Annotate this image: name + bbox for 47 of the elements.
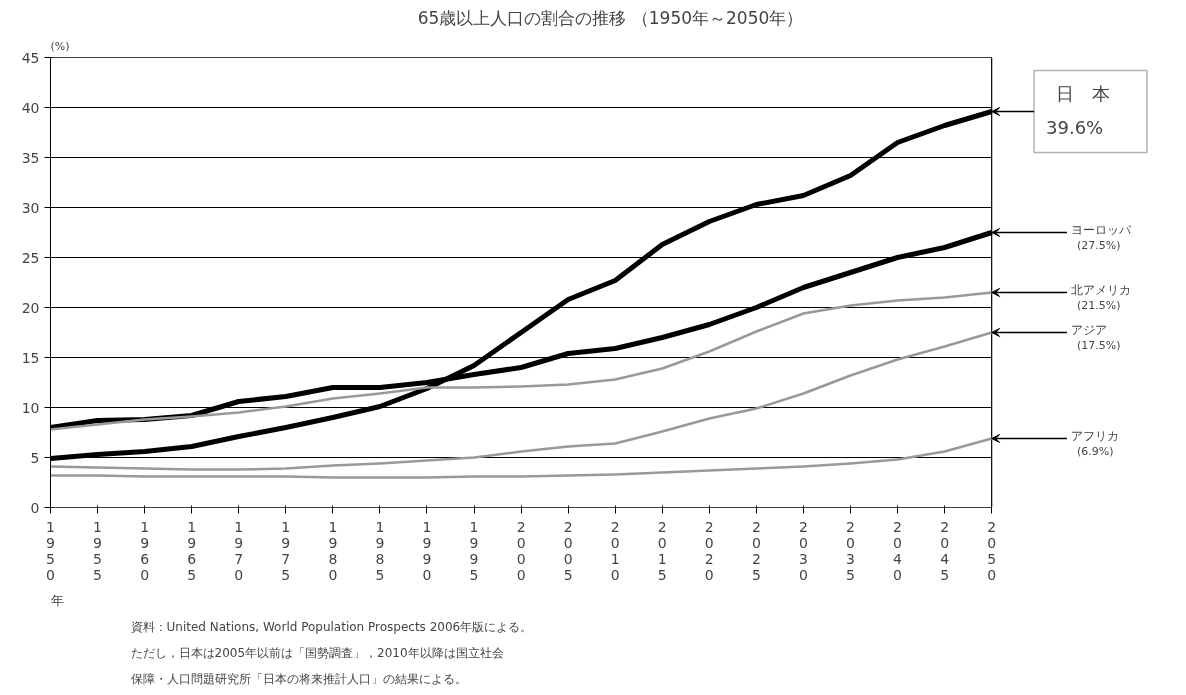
chart-title: 65歳以上人口の割合の推移 （1950年～2050年） [417, 7, 804, 28]
x-tick-label: 2 0 4 0 [893, 518, 903, 583]
data-label: (21.5%) [1076, 298, 1121, 312]
text: 資料：United Nations, World Population Prospects 2006年版による。 [130, 619, 533, 634]
x-tick-label: 2 0 1 0 [610, 518, 620, 583]
x-tick-label: 1 9 9 5 [469, 518, 479, 583]
x-tick-label: 2 0 4 5 [940, 518, 950, 583]
data-label: (27.5%) [1076, 238, 1121, 252]
x-tick-label: 1 9 6 5 [187, 518, 197, 583]
text: アジア [1070, 322, 1107, 337]
x-tick-label: 2 0 0 0 [516, 518, 526, 583]
x-tick-label: 1 9 5 5 [93, 518, 103, 583]
y-tick-label: 20 [21, 299, 40, 316]
x-tick-label: 2 0 5 0 [987, 518, 997, 583]
x-tick-label: 1 9 7 5 [281, 518, 291, 583]
x-tick-label: 1 9 9 0 [422, 518, 432, 583]
data-label: (17.5%) [1076, 338, 1121, 352]
x-tick-label: 2 0 0 5 [563, 518, 573, 583]
text: 日 本 [1056, 83, 1111, 104]
x-tick-label: 1 9 8 0 [328, 518, 338, 583]
x-tick-label: 1 9 8 5 [375, 518, 385, 583]
x-tick-label: 1 9 5 0 [46, 518, 55, 583]
y-tick-label: 5 [30, 449, 40, 466]
x-tick-label: 2 0 1 5 [657, 518, 667, 583]
x-axis-title: 年 [50, 592, 64, 608]
y-tick-label: 0 [30, 499, 40, 516]
data-label: 39.6% [1046, 117, 1104, 138]
x-tick-label: 1 9 6 0 [140, 518, 150, 583]
text: ただし，日本は2005年以前は「国勢調査」，2010年以降は国立社会 [130, 645, 504, 660]
y-tick-label: 35 [21, 149, 40, 166]
x-tick-label: 2 0 3 5 [846, 518, 855, 583]
y-tick-label: 10 [21, 399, 40, 416]
y-tick-label: 30 [21, 199, 40, 216]
text: ヨーロッパ [1070, 222, 1132, 237]
x-tick-label: 1 9 7 0 [234, 518, 244, 583]
text: 保障・人口問題研究所「日本の将来推計人口」の結果による。 [130, 671, 467, 686]
x-tick-label: 2 0 2 0 [704, 518, 714, 583]
x-tick-label: 2 0 3 0 [798, 518, 808, 583]
text: アフリカ [1070, 428, 1119, 443]
x-tick-label: 2 0 2 5 [751, 518, 761, 583]
text: 北アメリカ [1070, 282, 1131, 297]
y-tick-label: 15 [21, 349, 40, 366]
y-axis-title: (%) [50, 39, 70, 53]
y-tick-label: 45 [21, 49, 40, 66]
y-tick-label: 25 [21, 249, 40, 266]
data-label: (6.9%) [1076, 444, 1114, 458]
y-tick-label: 40 [21, 99, 40, 116]
